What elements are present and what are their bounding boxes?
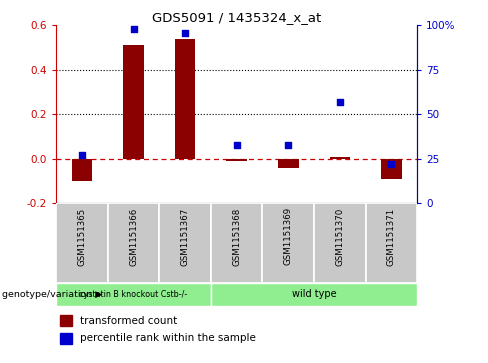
Bar <box>381 159 402 179</box>
Point <box>285 142 292 147</box>
Bar <box>159 203 211 283</box>
Title: GDS5091 / 1435324_x_at: GDS5091 / 1435324_x_at <box>152 11 321 24</box>
Bar <box>56 203 108 283</box>
Text: genotype/variation ▶: genotype/variation ▶ <box>2 290 103 299</box>
Text: GSM1151370: GSM1151370 <box>335 207 345 265</box>
Text: transformed count: transformed count <box>80 316 177 326</box>
Text: cystatin B knockout Cstb-/-: cystatin B knockout Cstb-/- <box>80 290 187 299</box>
Bar <box>329 156 350 159</box>
Point <box>387 161 395 167</box>
Bar <box>263 203 314 283</box>
Point <box>181 30 189 36</box>
Bar <box>60 333 72 344</box>
Bar <box>56 283 211 306</box>
Text: GSM1151369: GSM1151369 <box>284 207 293 265</box>
Bar <box>72 159 92 181</box>
Bar <box>314 203 366 283</box>
Bar <box>175 39 195 159</box>
Bar <box>226 159 247 161</box>
Text: GSM1151368: GSM1151368 <box>232 207 241 265</box>
Point <box>130 26 138 32</box>
Text: wild type: wild type <box>292 289 336 299</box>
Point <box>78 152 86 158</box>
Text: GSM1151371: GSM1151371 <box>387 207 396 265</box>
Bar <box>278 159 299 168</box>
Bar <box>60 315 72 326</box>
Bar <box>123 45 144 159</box>
Text: percentile rank within the sample: percentile rank within the sample <box>80 333 255 343</box>
Bar <box>366 203 417 283</box>
Text: GSM1151366: GSM1151366 <box>129 207 138 265</box>
Text: GSM1151365: GSM1151365 <box>78 207 86 265</box>
Bar <box>211 203 263 283</box>
Point <box>233 142 241 147</box>
Bar <box>108 203 159 283</box>
Text: GSM1151367: GSM1151367 <box>181 207 190 265</box>
Point <box>336 99 344 105</box>
Bar <box>211 283 417 306</box>
